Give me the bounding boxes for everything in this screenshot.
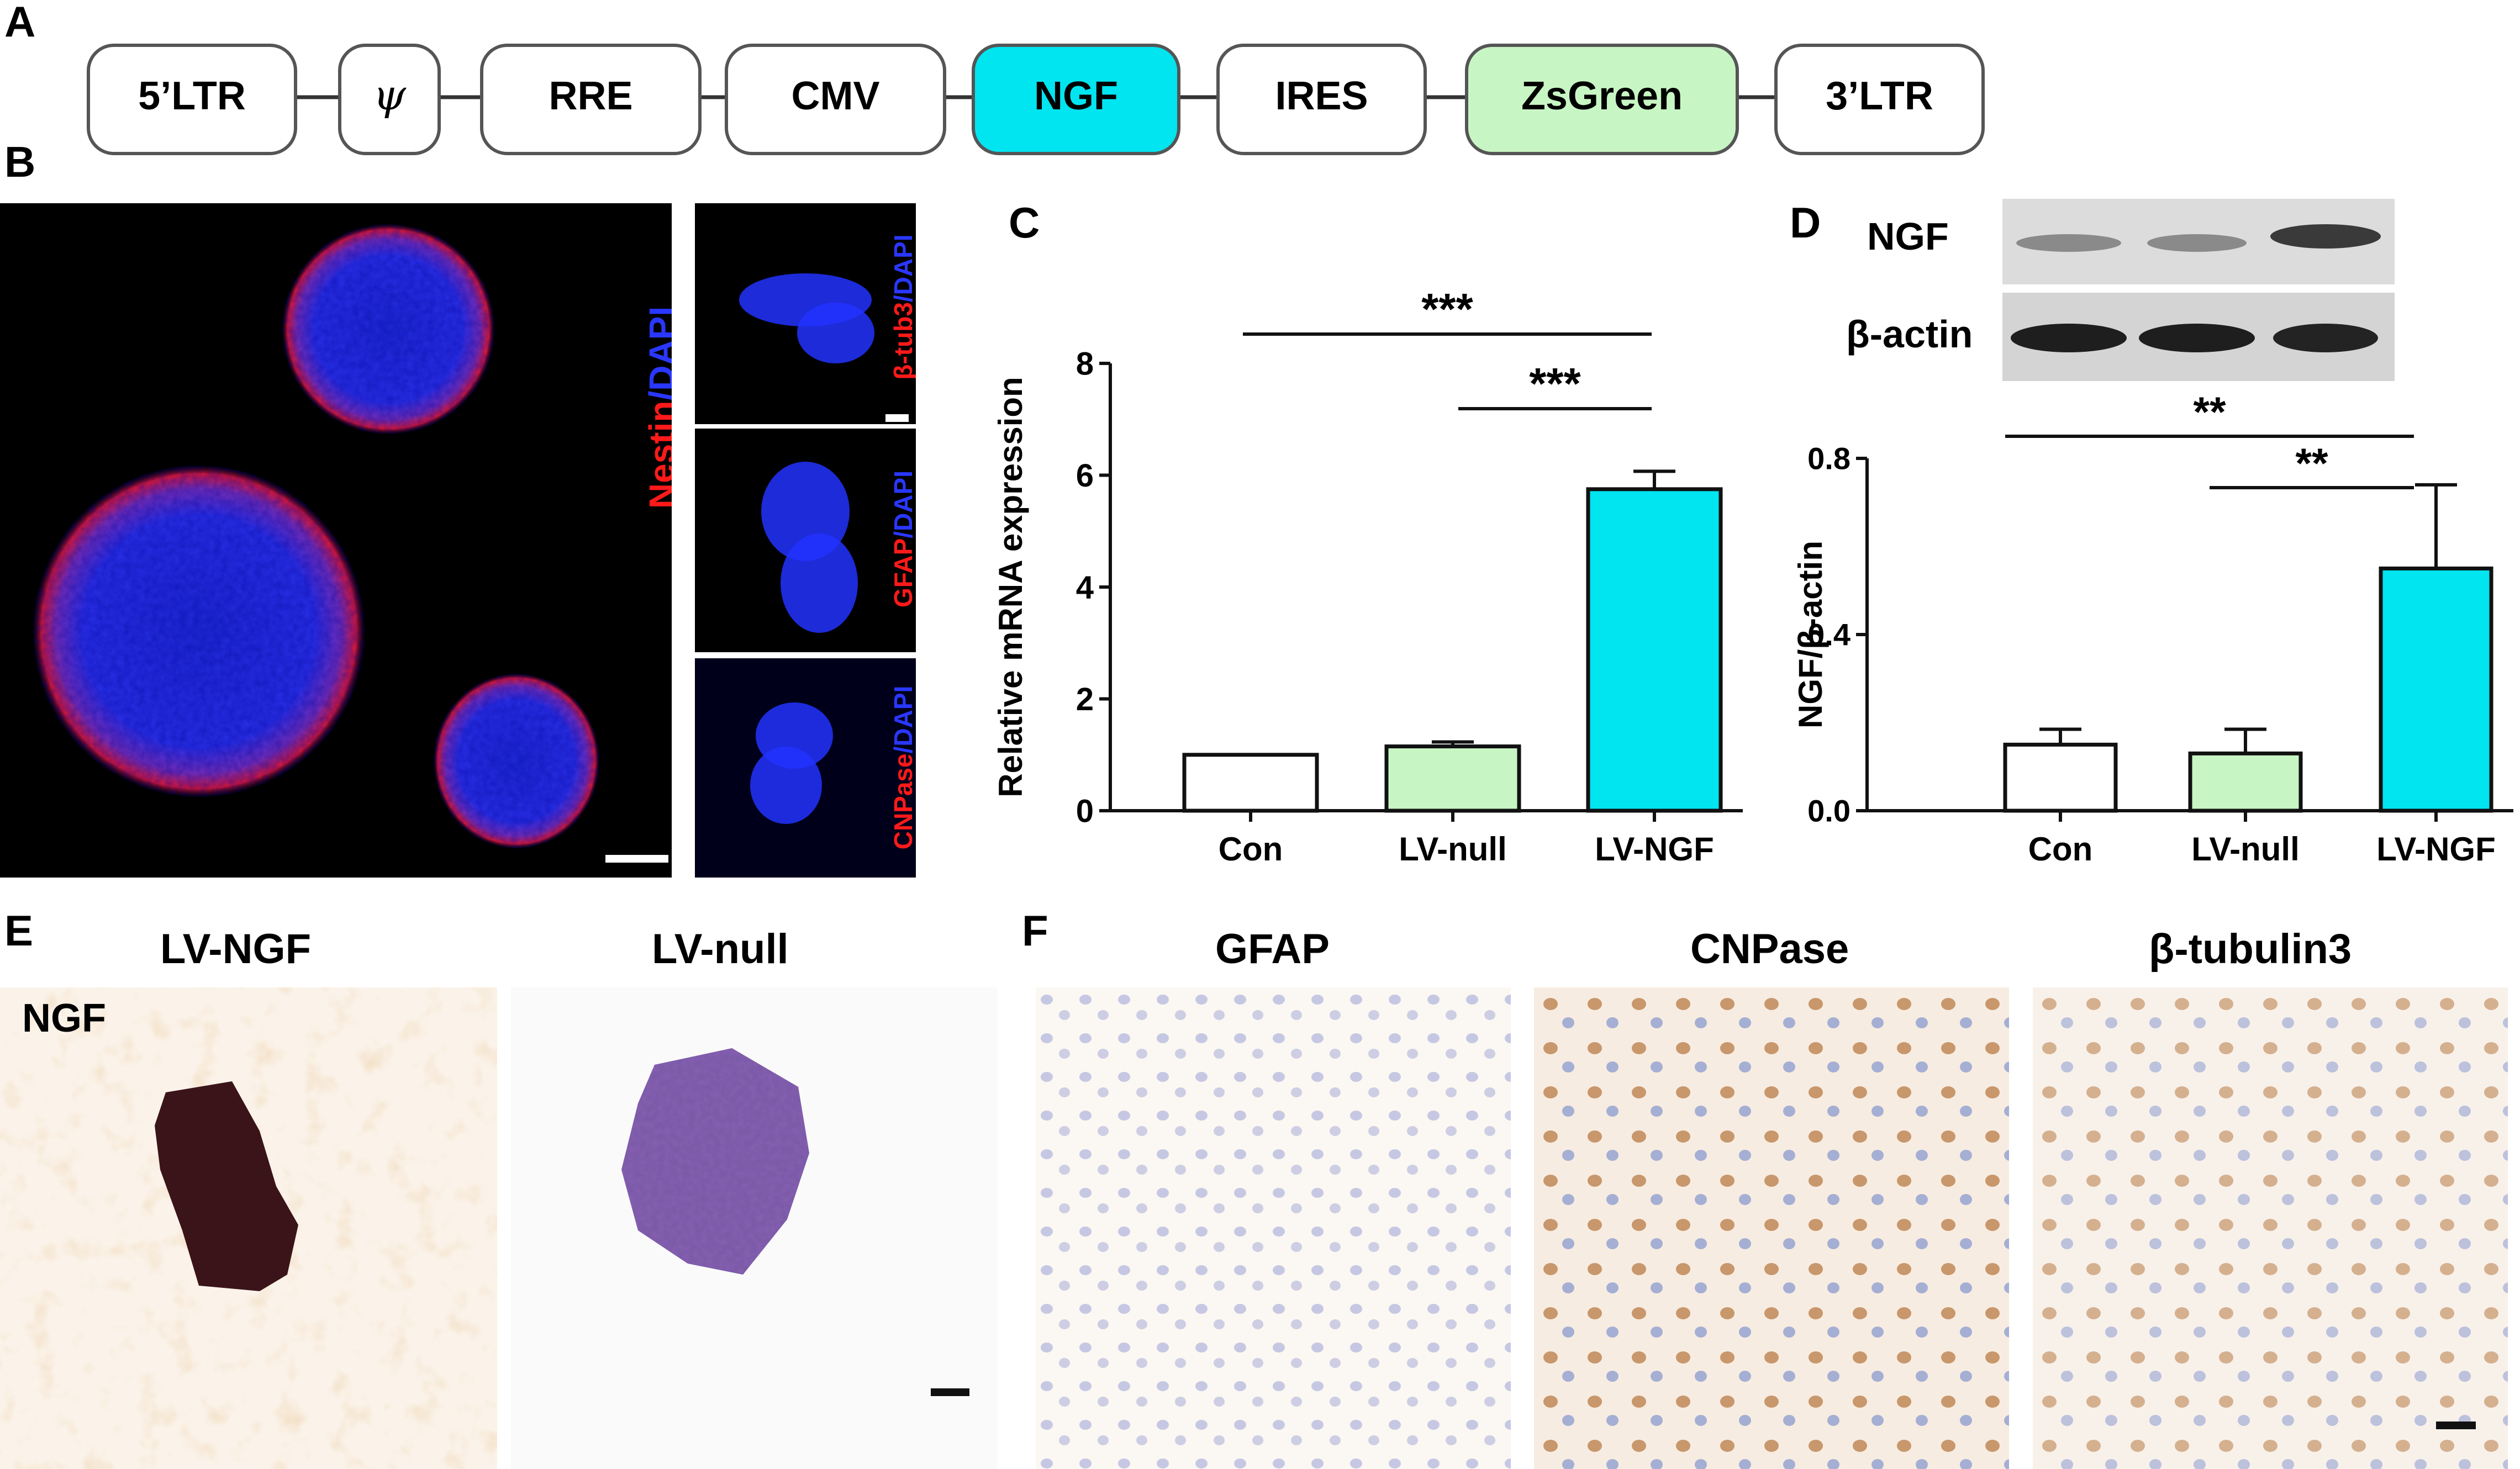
- x-tick-label: LV-null: [2191, 831, 2300, 868]
- y-tick-label: 0.0: [1807, 794, 1851, 828]
- bar-LV-null: [1384, 744, 1521, 813]
- cell-cluster: [761, 462, 858, 633]
- y-axis-label: Relative mRNA expression: [992, 377, 1029, 797]
- x-tick-label: Con: [1219, 831, 1283, 868]
- x-tick-label: Con: [2028, 831, 2093, 868]
- blot-band: [2011, 324, 2127, 352]
- cnpase-ihc-image: [1534, 987, 2009, 1469]
- y-axis-label: NGF/β-actin: [1795, 541, 1829, 728]
- significance-label: ***: [1529, 359, 1581, 408]
- nestin-neurosphere-image: Nestin/DAPI: [0, 203, 672, 878]
- x-tick-label: LV-null: [1399, 831, 1507, 868]
- significance-label: ***: [1421, 284, 1473, 334]
- blot-band: [2270, 224, 2381, 249]
- bar-Con: [2003, 742, 2118, 813]
- bar-LV-NGF: [2379, 566, 2493, 813]
- mrna-bar-chart: 0 2 4 6 8 Con LV-null LV-NGF Relative mRNA expre…: [992, 284, 1743, 868]
- scale-bar: [885, 414, 909, 422]
- construct-element-1: [338, 44, 441, 155]
- lv-ngf-ihc-image: NGF: [0, 987, 497, 1469]
- gfap-dapi-label: GFAP/DAPI: [889, 471, 916, 607]
- y-tick-label: 0: [1076, 793, 1094, 829]
- title-lv-null: LV-null: [652, 926, 789, 973]
- bar-LV-NGF: [1586, 487, 1723, 813]
- title-beta-tubulin3: β-tubulin3: [2149, 926, 2352, 973]
- blot-band: [2147, 234, 2247, 252]
- title-gfap: GFAP: [1215, 926, 1330, 973]
- construct-label-5: IRES: [1275, 74, 1368, 118]
- y-tick-label: 0.4: [1807, 617, 1851, 652]
- construct-element-7: [1774, 44, 1985, 155]
- stained-sphere: [155, 1081, 298, 1291]
- panel-label-f: F: [1022, 906, 1048, 955]
- panel-label-b: B: [4, 138, 36, 186]
- panel-label-e: E: [4, 906, 34, 955]
- construct-label-1: ψ: [373, 70, 407, 119]
- construct-label-0: 5’LTR: [138, 74, 246, 118]
- cnpase-image: CNPase/DAPI: [695, 658, 916, 878]
- y-tick-label: 4: [1076, 569, 1094, 605]
- significance-label: **: [2295, 440, 2328, 487]
- scale-bar: [605, 855, 668, 863]
- panel-label-a: A: [4, 0, 36, 46]
- y-tick-label: 8: [1076, 346, 1094, 382]
- construct-label-4: NGF: [1034, 74, 1118, 118]
- blot-label-ngf: NGF: [1867, 215, 1949, 258]
- stain-label-ngf: NGF: [22, 996, 106, 1040]
- bar-Con: [1182, 753, 1319, 813]
- construct-element-5: [1216, 44, 1427, 155]
- title-cnpase: CNPase: [1690, 926, 1849, 973]
- significance-label: **: [2193, 389, 2226, 436]
- x-tick-label: LV-NGF: [2376, 831, 2496, 868]
- construct-element-2: [480, 44, 702, 155]
- y-tick-label: 2: [1076, 681, 1094, 717]
- gfap-ihc-image: [1036, 987, 1511, 1469]
- panel-label-d: D: [1790, 198, 1821, 247]
- construct-label-7: 3’LTR: [1826, 74, 1933, 118]
- construct-element-3: [725, 44, 946, 155]
- western-blot: [2002, 199, 2395, 381]
- panel-label-c: C: [1009, 198, 1040, 247]
- construct-diagram: 5’LTR ψ RRE CMV NGF IRES ZsGreen 3’LTR: [87, 44, 1985, 155]
- lv-null-ihc-image: [511, 987, 997, 1469]
- blot-band: [2273, 324, 2378, 352]
- gfap-image: GFAP/DAPI: [695, 429, 916, 652]
- blot-band: [2139, 324, 2255, 352]
- cell-cluster: [750, 702, 833, 824]
- cnpase-dapi-label: CNPase/DAPI: [889, 685, 916, 850]
- cell-cluster: [739, 273, 874, 363]
- beta-tubulin3-ihc-image: [2033, 987, 2508, 1469]
- y-tick-label: 0.8: [1807, 441, 1851, 476]
- ngf-actin-bar-chart: 0.0 0.4 0.8 Con LV-null LV-NGF NGF/β-actin ** **: [1795, 389, 2513, 868]
- nestin-dapi-label: Nestin/DAPI: [642, 306, 672, 509]
- blot-band: [2016, 234, 2121, 252]
- scale-bar: [2436, 1422, 2476, 1429]
- beta-tub3-dapi-label: β-tub3/DAPI: [889, 234, 916, 380]
- construct-element-6: [1465, 44, 1739, 155]
- construct-label-3: CMV: [792, 74, 880, 118]
- bar-LV-null: [2188, 751, 2303, 813]
- title-lv-ngf: LV-NGF: [160, 926, 312, 973]
- construct-element-4: [972, 44, 1180, 155]
- construct-element-0: [87, 44, 297, 155]
- x-tick-label: LV-NGF: [1595, 831, 1714, 868]
- blot-label-beta-actin: β-actin: [1846, 313, 1973, 356]
- construct-label-2: RRE: [549, 74, 632, 118]
- beta-tub3-image: β-tub3/DAPI: [695, 203, 916, 424]
- scale-bar: [931, 1388, 969, 1396]
- construct-label-6: ZsGreen: [1521, 74, 1683, 118]
- y-tick-label: 6: [1076, 458, 1094, 494]
